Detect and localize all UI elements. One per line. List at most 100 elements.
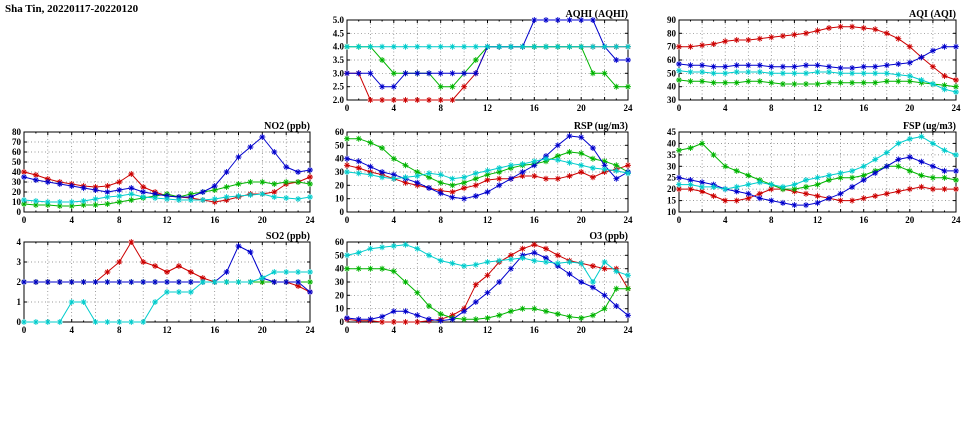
chart-so2: 0 1 2 3 4 0 4 8 12 16 20 24 SO2 (ppb) xyxy=(0,230,318,338)
svg-text:30: 30 xyxy=(335,277,345,287)
svg-text:50: 50 xyxy=(12,157,22,167)
series-green xyxy=(344,265,631,323)
svg-text:12: 12 xyxy=(813,215,823,225)
series-cyan xyxy=(676,67,959,95)
y-axis-labels: 30 40 50 60 70 80 90 xyxy=(667,15,677,105)
chart-fsp: 10 15 20 25 30 35 40 45 0 4 8 12 16 20 24 FSP (ug/m3) xyxy=(655,120,964,228)
svg-text:40: 40 xyxy=(335,264,345,274)
svg-text:60: 60 xyxy=(335,127,345,137)
svg-text:16: 16 xyxy=(859,103,869,113)
svg-text:8: 8 xyxy=(438,215,443,225)
svg-text:25: 25 xyxy=(667,173,677,183)
chart-title: SO2 (ppb) xyxy=(266,231,310,242)
svg-text:2.0: 2.0 xyxy=(333,95,345,105)
svg-text:4.0: 4.0 xyxy=(333,42,345,52)
svg-text:20: 20 xyxy=(577,103,587,113)
svg-text:4: 4 xyxy=(392,215,397,225)
svg-text:70: 70 xyxy=(12,137,22,147)
svg-text:60: 60 xyxy=(667,55,677,65)
svg-text:35: 35 xyxy=(667,150,677,160)
svg-text:30: 30 xyxy=(667,95,677,105)
series-cyan xyxy=(344,241,631,285)
svg-text:12: 12 xyxy=(163,325,173,335)
chart-rsp: 0 10 20 30 40 50 60 0 4 8 12 16 20 24 RSP (ug/m3) xyxy=(323,120,636,228)
svg-text:10: 10 xyxy=(12,197,22,207)
chart-title: AQHI (AQHI) xyxy=(566,9,629,20)
svg-text:8: 8 xyxy=(438,103,443,113)
svg-text:24: 24 xyxy=(952,215,962,225)
svg-text:8: 8 xyxy=(117,215,122,225)
svg-text:10: 10 xyxy=(335,304,345,314)
svg-text:16: 16 xyxy=(530,325,540,335)
svg-text:60: 60 xyxy=(12,147,22,157)
svg-text:20: 20 xyxy=(335,290,345,300)
chart-title: FSP (ug/m3) xyxy=(903,121,956,132)
svg-text:0: 0 xyxy=(22,215,27,225)
svg-text:8: 8 xyxy=(769,215,774,225)
chart-title: NO2 (ppb) xyxy=(264,121,310,132)
svg-text:10: 10 xyxy=(335,194,345,204)
svg-text:30: 30 xyxy=(335,167,345,177)
svg-text:24: 24 xyxy=(624,325,634,335)
svg-text:70: 70 xyxy=(667,42,677,52)
gridlines-vertical xyxy=(47,242,287,322)
svg-text:0: 0 xyxy=(22,325,27,335)
y-axis-labels: 0 10 20 30 40 50 60 xyxy=(335,127,345,217)
svg-text:0: 0 xyxy=(17,207,22,217)
svg-text:50: 50 xyxy=(335,140,345,150)
chart-o3: 0 10 20 30 40 50 60 0 4 8 12 16 20 24 O3 (ppb) xyxy=(323,230,636,338)
svg-text:30: 30 xyxy=(667,161,677,171)
svg-text:45: 45 xyxy=(667,127,677,137)
svg-text:20: 20 xyxy=(258,215,268,225)
series-cyan xyxy=(344,155,631,182)
series-red xyxy=(676,23,959,83)
x-axis-labels: 0 4 8 12 16 20 24 xyxy=(677,215,961,225)
svg-text:2.5: 2.5 xyxy=(333,82,345,92)
series-cyan xyxy=(21,269,313,325)
svg-text:30: 30 xyxy=(12,177,22,187)
chart-title: RSP (ug/m3) xyxy=(574,121,628,132)
svg-text:40: 40 xyxy=(12,167,22,177)
rsp-plot-svg: 0 10 20 30 40 50 60 0 4 8 12 16 20 24 RSP (ug/m3) xyxy=(335,121,633,225)
svg-text:4: 4 xyxy=(392,325,397,335)
svg-text:50: 50 xyxy=(335,250,345,260)
svg-text:20: 20 xyxy=(577,325,587,335)
svg-text:12: 12 xyxy=(483,325,493,335)
x-axis-labels: 0 4 8 12 16 20 24 xyxy=(677,103,961,113)
svg-text:50: 50 xyxy=(667,68,677,78)
svg-text:0: 0 xyxy=(345,103,350,113)
svg-text:80: 80 xyxy=(667,28,677,38)
chart-aqhi: 2.0 2.5 3.0 3.5 4.0 4.5 5.0 0 4 8 12 16 20 24 AQHI (AQ… xyxy=(323,8,636,116)
plot-frame xyxy=(678,19,957,101)
svg-text:40: 40 xyxy=(335,154,345,164)
svg-text:40: 40 xyxy=(667,82,677,92)
svg-text:8: 8 xyxy=(769,103,774,113)
svg-text:4: 4 xyxy=(69,325,74,335)
svg-text:40: 40 xyxy=(667,138,677,148)
svg-text:8: 8 xyxy=(117,325,122,335)
svg-text:12: 12 xyxy=(483,103,493,113)
svg-text:16: 16 xyxy=(530,215,540,225)
svg-text:20: 20 xyxy=(667,184,677,194)
svg-text:12: 12 xyxy=(483,215,493,225)
svg-text:4: 4 xyxy=(723,215,728,225)
series-blue xyxy=(676,43,959,71)
svg-text:12: 12 xyxy=(163,215,173,225)
svg-text:20: 20 xyxy=(258,325,268,335)
svg-text:0: 0 xyxy=(677,103,682,113)
series-green xyxy=(344,43,631,90)
svg-text:4: 4 xyxy=(69,215,74,225)
svg-text:16: 16 xyxy=(210,325,220,335)
series-blue xyxy=(344,249,631,324)
svg-text:20: 20 xyxy=(905,103,915,113)
series-green xyxy=(676,140,959,193)
svg-text:24: 24 xyxy=(306,215,316,225)
svg-text:4: 4 xyxy=(17,237,22,247)
svg-text:20: 20 xyxy=(12,187,22,197)
o3-plot-svg: 0 10 20 30 40 50 60 0 4 8 12 16 20 24 O3 (ppb) xyxy=(335,231,634,335)
chart-title: AQI (AQI) xyxy=(909,9,956,20)
